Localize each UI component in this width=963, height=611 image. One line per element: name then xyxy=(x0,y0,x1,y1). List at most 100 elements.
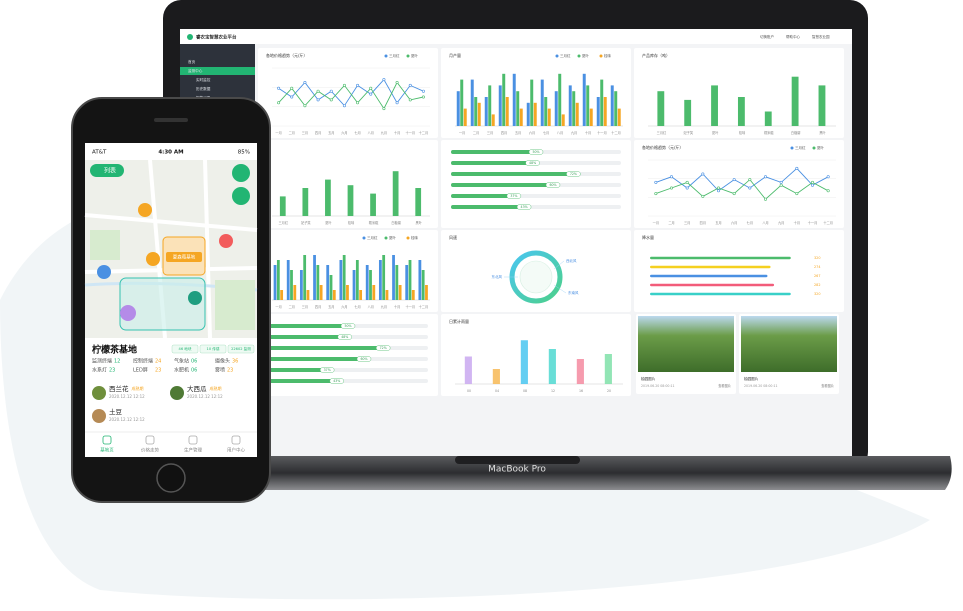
series-point xyxy=(732,192,736,196)
bar xyxy=(600,79,604,126)
wind-label: 东南风 xyxy=(568,290,579,295)
progress-pill xyxy=(376,345,391,351)
item-avatar xyxy=(92,409,106,423)
item-date: 2020.12.12 12:12 xyxy=(109,394,145,399)
series-point xyxy=(395,81,399,85)
bar xyxy=(491,114,495,126)
value-label: 43% xyxy=(521,205,528,209)
bar xyxy=(484,97,488,126)
x-tick-label: 妃子笑 xyxy=(684,130,694,135)
legend-swatch xyxy=(384,236,388,240)
bar xyxy=(352,270,356,300)
bar xyxy=(346,285,349,300)
bar xyxy=(372,285,376,300)
x-tick-label: 糯米糍 xyxy=(764,130,774,135)
x-tick-label: 十二月 xyxy=(419,304,429,309)
phone-map xyxy=(84,159,258,339)
bar xyxy=(326,265,330,300)
value-label: 72% xyxy=(570,172,577,176)
x-tick-label: 黑叶 xyxy=(819,130,826,135)
progress-bar xyxy=(451,172,574,176)
bar xyxy=(512,73,516,126)
sidebar-active xyxy=(180,67,255,75)
progress-bar xyxy=(268,324,348,328)
x-tick-label: 四月 xyxy=(501,131,507,135)
legend-swatch xyxy=(362,236,366,240)
laptop-base xyxy=(249,456,952,490)
legend-swatch xyxy=(555,54,559,58)
stat-value: 24 xyxy=(155,359,161,365)
tab-label[interactable]: 价格走势 xyxy=(141,447,159,454)
tab-label[interactable]: 用户中心 xyxy=(227,447,245,454)
x-tick-label: 12 xyxy=(551,389,555,393)
bar xyxy=(463,108,467,126)
legend-swatch xyxy=(790,146,794,150)
series-point xyxy=(342,104,346,108)
series-point xyxy=(421,89,425,93)
x-tick-label: 三月 xyxy=(302,131,308,135)
bar xyxy=(477,102,481,126)
bar xyxy=(589,108,593,126)
base-tag xyxy=(171,344,199,354)
series-point xyxy=(826,189,830,193)
x-tick-label: 十一月 xyxy=(405,304,415,309)
x-tick-label: 二月 xyxy=(473,131,479,135)
series-point xyxy=(779,183,783,187)
legend-swatch xyxy=(577,54,581,58)
stat-value: 12 xyxy=(114,359,120,365)
series-point xyxy=(277,101,281,105)
stat-label: 水系灯 xyxy=(92,367,107,374)
bar xyxy=(474,97,478,126)
laptop-brand: MacBook Pro xyxy=(488,465,546,475)
bar xyxy=(392,255,395,300)
x-tick-label: 七月 xyxy=(354,304,360,309)
tab-label[interactable]: 生产管理 xyxy=(184,447,202,454)
bar xyxy=(575,102,579,126)
x-tick-label: 一月 xyxy=(653,221,659,225)
x-tick-label: 十一月 xyxy=(808,220,818,225)
bar xyxy=(586,85,590,126)
series-point xyxy=(685,180,689,184)
x-tick-label: 三月红 xyxy=(279,220,289,225)
bar xyxy=(568,85,572,126)
tab-label[interactable]: 基地页 xyxy=(100,447,114,454)
wind-leader xyxy=(553,260,565,270)
map-label: 夏森莓基地 xyxy=(173,254,196,261)
bar xyxy=(711,85,718,126)
sidebar-item: 历史数据 xyxy=(196,86,211,91)
photo-date: 2019.06.20 08:00:11 xyxy=(744,384,778,388)
x-tick-label: 三月 xyxy=(302,305,308,309)
value-label: 43% xyxy=(333,379,340,383)
chart-title: 降水量 xyxy=(642,234,654,240)
value-label: 320 xyxy=(814,292,820,296)
x-tick-label: 白糖罂 xyxy=(791,130,801,135)
bar xyxy=(470,79,474,126)
series-point xyxy=(356,83,360,87)
bar xyxy=(385,290,389,300)
bar xyxy=(418,260,422,300)
photo xyxy=(741,316,837,372)
bar xyxy=(421,270,425,300)
photo-title: 柚园图片 xyxy=(641,376,656,381)
list-button[interactable]: 列表 xyxy=(104,167,116,175)
bar xyxy=(280,290,284,300)
item-date: 2020.12.12 12:12 xyxy=(187,394,223,399)
x-tick-label: 九月 xyxy=(571,130,577,135)
phone-home-button xyxy=(156,463,186,493)
stat-label: 水肥机 xyxy=(174,367,189,374)
x-tick-label: 桂味 xyxy=(739,130,746,135)
x-tick-label: 十月 xyxy=(585,130,591,135)
series-point xyxy=(408,83,412,87)
bar xyxy=(492,369,500,384)
bar xyxy=(547,108,551,126)
value-label: 48% xyxy=(529,161,536,165)
series-point xyxy=(382,107,386,111)
progress-bar xyxy=(268,335,345,339)
bar xyxy=(339,260,343,300)
series-point xyxy=(329,98,333,102)
item-date: 2020.12.12 12:12 xyxy=(109,417,145,422)
progress-pill xyxy=(356,356,372,362)
legend-swatch xyxy=(406,236,410,240)
x-tick-label: 十月 xyxy=(394,130,400,135)
x-tick-label: 四月 xyxy=(315,305,321,309)
